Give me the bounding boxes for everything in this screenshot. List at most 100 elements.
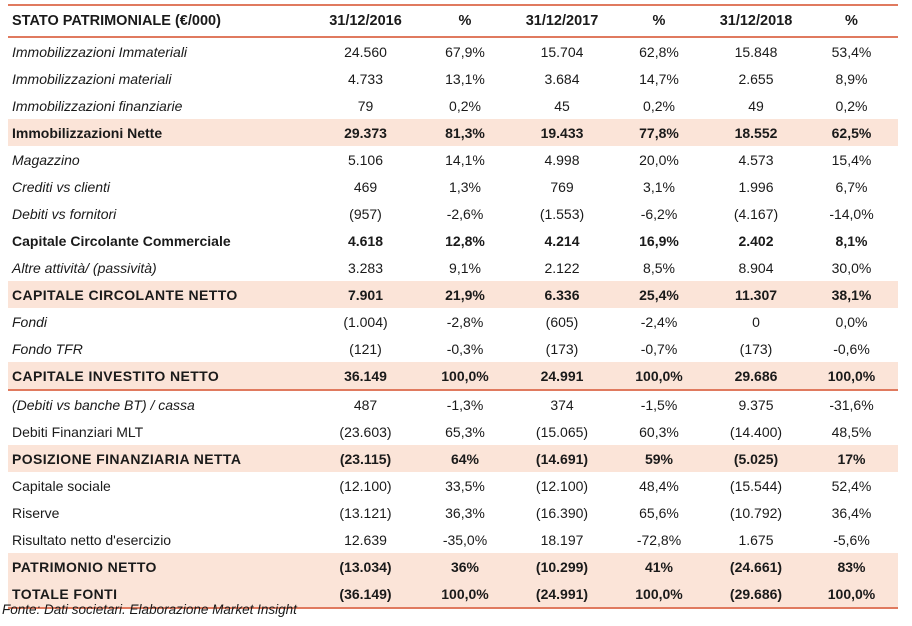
value-2017: 4.214 — [544, 232, 580, 249]
value-2018: (29.686) — [707, 580, 805, 609]
pct-2018: -0,6% — [833, 340, 870, 357]
pct-2017: 14,7% — [639, 70, 679, 87]
row-label: Magazzino — [12, 151, 80, 168]
value-2016: 469 — [353, 178, 378, 195]
pct-2018: 0,0% — [835, 313, 868, 330]
value-2016: (36.149) — [314, 580, 417, 609]
pct-2016: 33,5% — [445, 477, 485, 494]
column-header-pct-2017: % — [611, 4, 707, 38]
value-2018: 2.655 — [738, 70, 774, 87]
value-2018: 1.675 — [738, 531, 774, 548]
pct-2016: -0,3% — [446, 340, 484, 357]
pct-2017: -2,4% — [640, 313, 678, 330]
pct-2018: 30,0% — [831, 259, 872, 276]
row-label: Capitale Circolante Commerciale — [12, 232, 231, 249]
table-row: Debiti Finanziari MLT (23.603) 65,3% (15.06… — [8, 418, 898, 445]
column-header-2018: 31/12/2018 — [707, 4, 805, 38]
pct-2016: 13,1% — [445, 70, 485, 87]
pct-2017: -6,2% — [640, 205, 678, 222]
value-2017: (10.299) — [513, 553, 611, 580]
value-2016: 5.106 — [347, 151, 384, 168]
pct-2018: 100,0% — [805, 580, 898, 609]
pct-2018: 53,4% — [831, 43, 872, 60]
value-2017: (1.553) — [539, 205, 585, 222]
pct-2017: 20,0% — [639, 151, 679, 168]
value-2017: 3.684 — [544, 70, 580, 87]
column-header-2016: 31/12/2016 — [314, 4, 417, 38]
pct-2017: 25,4% — [611, 281, 707, 308]
value-2017: (173) — [545, 340, 579, 357]
value-2016: 4.733 — [347, 70, 384, 87]
row-label: Capitale sociale — [12, 477, 111, 494]
value-2017: 45 — [554, 97, 570, 114]
column-header-2017: 31/12/2017 — [513, 4, 611, 38]
row-label: PATRIMONIO NETTO — [8, 553, 314, 580]
value-2017: 24.991 — [513, 362, 611, 391]
value-2017: (12.100) — [535, 477, 589, 494]
value-2016: (13.034) — [314, 553, 417, 580]
value-2018: (4.167) — [733, 205, 779, 222]
table-row: Crediti vs clienti 469 1,3% 769 3,1% 1.996 6,7… — [8, 173, 898, 200]
row-label: Altre attività/ (passività) — [12, 259, 157, 276]
pct-2016: 14,1% — [445, 151, 485, 168]
table-row: Risultato netto d'esercizio 12.639 -35,0% 1… — [8, 526, 898, 553]
pct-2017: 100,0% — [611, 362, 707, 391]
value-2017: 18.197 — [540, 531, 584, 548]
pct-2016: -2,6% — [446, 205, 484, 222]
pct-2018: 38,1% — [805, 281, 898, 308]
row-label: Fondo TFR — [12, 340, 83, 357]
pct-2018: 48,5% — [831, 423, 872, 440]
pct-2016: 65,3% — [445, 423, 485, 440]
value-2018: 4.573 — [738, 151, 774, 168]
value-2016: 4.618 — [347, 232, 384, 249]
value-2016: 36.149 — [314, 362, 417, 391]
pct-2018: 100,0% — [805, 362, 898, 391]
value-2016: (957) — [349, 205, 382, 222]
value-2018: 9.375 — [738, 396, 774, 413]
pct-2017: 77,8% — [611, 119, 707, 146]
row-label: Immobilizzazioni Nette — [8, 119, 314, 146]
row-label: Fondi — [12, 313, 48, 330]
value-2018: (5.025) — [707, 445, 805, 472]
pct-2016: 100,0% — [417, 580, 513, 609]
value-2016: (1.004) — [343, 313, 388, 330]
pct-2016: 36% — [417, 553, 513, 580]
value-2018: (24.661) — [707, 553, 805, 580]
pct-2018: 36,4% — [831, 504, 872, 521]
value-2016: 12.639 — [344, 531, 387, 548]
pct-2016: -2,8% — [446, 313, 484, 330]
column-header-pct-2018: % — [805, 4, 898, 38]
pct-2017: 60,3% — [639, 423, 679, 440]
row-label: (Debiti vs banche BT) / cassa — [12, 396, 195, 413]
value-2017: 769 — [550, 178, 574, 195]
table-row: Immobilizzazioni Nette 29.373 81,3% 19.433 7… — [8, 119, 898, 146]
row-label: Immobilizzazioni materiali — [12, 70, 172, 87]
row-label: Risultato netto d'esercizio — [12, 531, 172, 548]
value-2018: (173) — [739, 340, 773, 357]
header-row: STATO PATRIMONIALE (€/000) 31/12/2016 % … — [8, 4, 898, 38]
value-2016: (12.100) — [339, 477, 392, 494]
value-2016: 79 — [357, 97, 374, 114]
value-2016: (121) — [349, 340, 382, 357]
pct-2017: -1,5% — [640, 396, 678, 413]
value-2016: 24.560 — [344, 43, 387, 60]
pct-2016: 0,2% — [449, 97, 481, 114]
table-row: POSIZIONE FINANZIARIA NETTA (23.115) 64% (1… — [8, 445, 898, 472]
value-2016: (23.115) — [314, 445, 417, 472]
value-2018: 11.307 — [707, 281, 805, 308]
pct-2018: 15,4% — [831, 151, 872, 168]
value-2017: (24.991) — [513, 580, 611, 609]
pct-2016: 81,3% — [417, 119, 513, 146]
table-row: CAPITALE CIRCOLANTE NETTO 7.901 21,9% 6.336… — [8, 281, 898, 308]
table-row: Riserve (13.121) 36,3% (16.390) 65,6% (10.792… — [8, 499, 898, 526]
table-row: Debiti vs fornitori (957) -2,6% (1.553) -6,2… — [8, 200, 898, 227]
value-2018: 0 — [752, 313, 760, 330]
row-label: Crediti vs clienti — [12, 178, 111, 195]
pct-2017: 65,6% — [639, 504, 679, 521]
table-title: STATO PATRIMONIALE (€/000) — [8, 4, 314, 38]
pct-2017: 100,0% — [611, 580, 707, 609]
table-row: Immobilizzazioni finanziarie 79 0,2% 45 0,2%… — [8, 92, 898, 119]
row-label: Debiti Finanziari MLT — [12, 423, 144, 440]
pct-2017: 8,5% — [643, 259, 675, 276]
